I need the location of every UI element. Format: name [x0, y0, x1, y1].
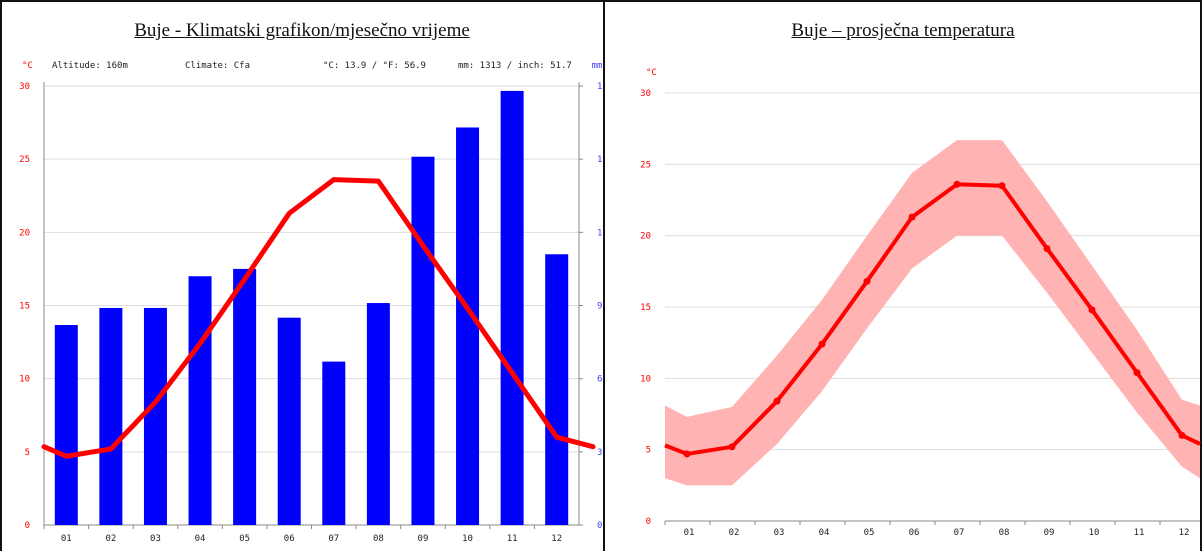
temperature-point-03 [773, 397, 781, 405]
x-tick-label: 01 [684, 528, 695, 538]
temperature-range-band [665, 140, 1200, 486]
x-tick-label: 09 [418, 534, 429, 544]
precip-bar-06 [277, 317, 301, 525]
precip-bar-05 [233, 268, 257, 525]
x-tick-label: 12 [551, 534, 562, 544]
temperature-point-11 [1133, 369, 1141, 377]
x-tick-label: 06 [909, 528, 920, 538]
precip-tick-label: 30 [597, 448, 604, 458]
x-tick-label: 03 [774, 528, 785, 538]
temperature-point-08 [998, 182, 1006, 190]
precip-bar-10 [456, 127, 480, 525]
climate-chart-title: Buje - Klimatski grafikon/mjesečno vrije… [134, 20, 470, 41]
temp-tick-label: 15 [640, 303, 651, 313]
panel-divider [603, 0, 605, 551]
x-tick-label: 05 [864, 528, 875, 538]
temp-tick-label: 25 [640, 160, 651, 170]
precip-tick-label: 60 [597, 375, 604, 385]
temperature-chart-title: Buje – prosječna temperatura [791, 20, 1015, 41]
precip-bar-08 [366, 303, 390, 525]
temperature-point-09 [1043, 245, 1051, 253]
x-tick-label: 12 [1179, 528, 1190, 538]
precip-bar-03 [143, 307, 167, 525]
temp-tick-label: 0 [25, 521, 30, 531]
temperature-point-06 [908, 213, 916, 221]
temp-tick-label: 5 [25, 448, 30, 458]
x-tick-label: 11 [1134, 528, 1145, 538]
temperature-point-04 [818, 340, 826, 348]
x-tick-label: 04 [195, 534, 206, 544]
x-tick-label: 08 [999, 528, 1010, 538]
precip-bar-02 [99, 307, 123, 525]
temperature-point-10 [1088, 306, 1096, 314]
x-tick-label: 10 [462, 534, 473, 544]
climate-label: Climate: Cfa [185, 61, 250, 71]
x-tick-label: 02 [729, 528, 740, 538]
precip-bar-11 [500, 90, 524, 525]
precip-bar-07 [322, 361, 346, 525]
x-tick-label: 10 [1089, 528, 1100, 538]
temp-tick-label: 10 [640, 374, 651, 384]
temperature-point-02 [728, 443, 736, 451]
climate-chart-panel: Buje - Klimatski grafikon/mjesečno vrije… [0, 0, 613, 551]
temp-tick-label: 30 [640, 89, 651, 99]
precip-summary-label: mm: 1313 / inch: 51.7 [458, 61, 572, 71]
x-tick-label: 01 [61, 534, 72, 544]
precip-tick-label: 0 [597, 521, 602, 531]
precip-bar-09 [411, 156, 435, 525]
temp-tick-label: 30 [19, 82, 30, 92]
temp-tick-label: 25 [19, 155, 30, 165]
climate-chart-svg: °C Altitude: 160m Climate: Cfa °C: 13.9 / °… [19, 61, 613, 544]
x-tick-label: 03 [150, 534, 161, 544]
precip-unit-label: mm [592, 61, 603, 71]
temperature-chart-panel: Buje – prosječna temperatura °C 0 5 10 15 20 2… [604, 0, 1202, 551]
temperature-point-01 [683, 450, 691, 458]
temp-tick-label: 20 [19, 228, 30, 238]
temp-tick-label: 10 [19, 375, 30, 385]
temp-unit-label: °C [22, 61, 33, 71]
x-tick-label: 09 [1044, 528, 1055, 538]
temperature-line [41, 177, 596, 459]
temperature-line [664, 182, 1201, 456]
temp-tick-label: 5 [646, 446, 651, 456]
x-tick-label: 11 [507, 534, 518, 544]
x-tick-label: 07 [954, 528, 965, 538]
temperature-point-07 [953, 180, 961, 188]
precip-bar-01 [54, 325, 78, 525]
x-tick-label: 02 [105, 534, 116, 544]
temp-tick-label: 15 [19, 302, 30, 312]
x-tick-label: 08 [373, 534, 384, 544]
precip-tick-label: 90 [597, 302, 604, 312]
x-tick-label: 07 [328, 534, 339, 544]
temp-tick-label: 0 [646, 517, 651, 527]
temp-tick-label: 20 [640, 232, 651, 242]
x-tick-label: 04 [819, 528, 830, 538]
x-tick-label: 05 [239, 534, 250, 544]
precip-bar-04 [188, 276, 212, 525]
altitude-label: Altitude: 160m [52, 61, 128, 71]
temperature-point-05 [863, 277, 871, 285]
temp-unit-label: °C [646, 68, 657, 78]
temperature-point-12 [1178, 431, 1186, 439]
precip-bar-12 [545, 254, 569, 526]
temp-summary-label: °C: 13.9 / °F: 56.9 [323, 61, 426, 71]
x-tick-label: 06 [284, 534, 295, 544]
